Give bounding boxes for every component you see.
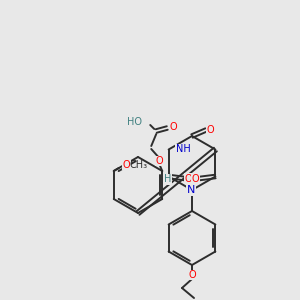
Text: N: N — [187, 185, 195, 195]
Text: O: O — [123, 160, 130, 170]
Text: O: O — [155, 156, 163, 166]
Text: H: H — [164, 174, 171, 184]
Text: O: O — [188, 270, 196, 280]
Text: O: O — [169, 122, 177, 132]
Text: CH₃: CH₃ — [130, 160, 148, 170]
Text: O: O — [185, 173, 192, 184]
Text: O: O — [206, 125, 214, 135]
Text: NH: NH — [176, 145, 190, 154]
Text: HO: HO — [127, 117, 142, 127]
Text: O: O — [192, 173, 199, 184]
